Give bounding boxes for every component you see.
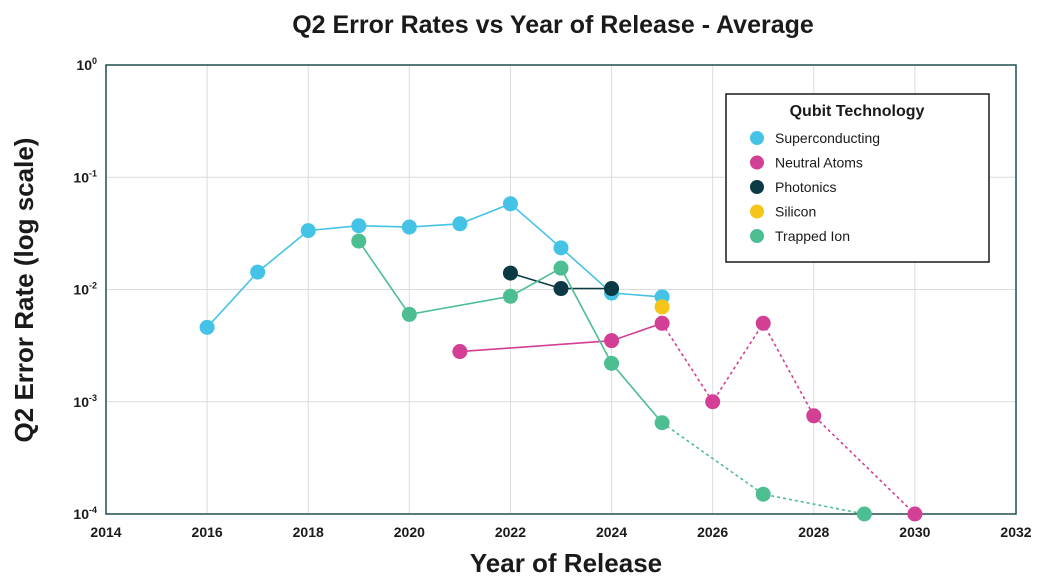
superconducting-point [250,264,266,280]
x-tick-labels: 2014 2016 2018 2020 2022 2024 2026 2028 2030 2032 [90,524,1031,540]
legend-marker-trapped-ion [750,229,764,243]
data-series [199,196,923,522]
superconducting-line [206,202,663,328]
silicon-point [654,299,670,315]
photonics-point [604,281,620,297]
superconducting-point [401,219,417,235]
trapped-ion-line [358,240,663,424]
legend-marker-silicon [750,204,764,219]
superconducting-point [351,218,367,234]
superconducting-point [452,216,468,232]
trapped-ion-point [553,260,569,276]
trapped-ion-point [604,355,620,371]
plot-frame [105,64,1017,515]
trapped-ion-point [401,306,417,322]
y-tick-base: 10 [73,282,89,298]
x-tick-label: 2016 [192,524,223,540]
superconducting-point [300,223,316,239]
y-tick-exponent: 0 [92,56,97,66]
legend-title: Qubit Technology [790,103,925,120]
y-tick-label: 10-2 [73,281,97,298]
y-tick-label: 10-3 [73,393,97,410]
x-tick-label: 2028 [798,524,829,540]
x-tick-label: 2030 [899,524,930,540]
superconducting-point [502,196,518,212]
x-axis-title: Year of Release [470,548,662,578]
x-tick-label: 2014 [90,524,121,540]
neutral-atoms-point [654,315,670,331]
legend-label-silicon: Silicon [775,204,816,220]
neutral-atoms-projected-line [661,321,916,515]
y-tick-base: 10 [73,169,89,185]
legend-label-neutral-atoms: Neutral Atoms [775,155,863,171]
photonics-point [502,265,518,281]
trapped-ion-point [502,288,518,304]
trapped-ion-point [654,415,670,431]
y-tick-label: 100 [76,56,97,73]
photonics-point [553,281,569,297]
neutral-atoms-point [604,333,620,349]
x-tick-label: 2024 [596,524,627,540]
legend-label-photonics: Photonics [775,179,836,195]
y-tick-label: 10-4 [73,505,97,522]
y-tick-base: 10 [73,506,89,522]
x-tick-label: 2032 [1000,524,1031,540]
legend: Qubit Technology Superconducting Neutral … [725,93,990,263]
neutral-atoms-point [806,408,822,424]
neutral-atoms-point [705,394,721,410]
neutral-atoms-point [755,315,771,331]
neutral-atoms-point [452,344,468,360]
x-tick-label: 2020 [394,524,425,540]
trapped-ion-point [856,506,872,522]
neutral-atoms-point [907,506,923,522]
trapped-ion-point [351,233,367,249]
legend-label-superconducting: Superconducting [775,130,880,146]
legend-box [725,93,990,263]
y-tick-base: 10 [73,394,89,410]
chart-title: Q2 Error Rates vs Year of Release - Aver… [292,11,814,39]
y-tick-exponent: -1 [89,168,97,178]
neutral-atoms-line [459,322,663,353]
superconducting-point [553,240,569,256]
legend-label-trapped-ion: Trapped Ion [775,228,850,244]
x-tick-label: 2022 [495,524,526,540]
y-tick-label: 10-1 [73,168,97,185]
x-tick-label: 2018 [293,524,324,540]
y-axis-title: Q2 Error Rate (log scale) [9,138,39,443]
legend-marker-neutral-atoms [750,155,764,170]
legend-marker-photonics [750,180,764,194]
x-tick-label: 2026 [697,524,728,540]
trapped-ion-point [755,486,771,502]
y-tick-exponent: -2 [89,281,97,291]
y-tick-exponent: -3 [89,393,97,403]
legend-marker-superconducting [750,131,764,145]
y-tick-exponent: -4 [89,505,97,515]
trapped-ion-projected-line [661,422,865,515]
superconducting-point [199,319,215,335]
y-tick-base: 10 [76,57,92,73]
